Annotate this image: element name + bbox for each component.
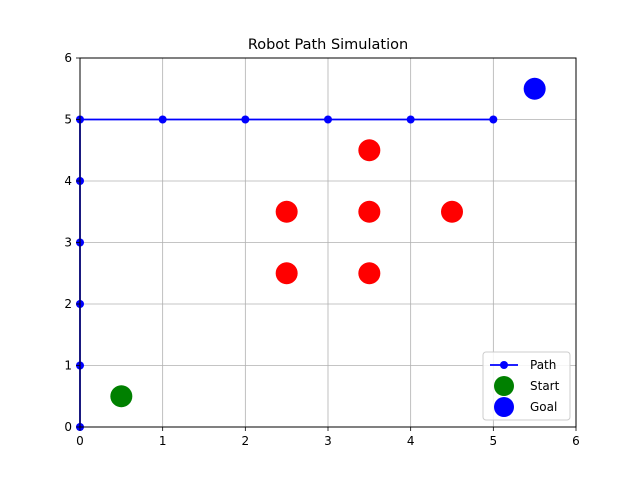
goal-point [523, 77, 546, 100]
obstacles [275, 139, 463, 285]
obstacle-point [275, 200, 298, 223]
path-point [158, 115, 167, 124]
x-tick-label: 1 [159, 434, 167, 448]
path-point [406, 115, 415, 124]
legend-path-marker [500, 361, 508, 369]
legend-goal-marker [494, 397, 514, 417]
x-tick-label: 3 [324, 434, 332, 448]
y-tick-label: 6 [64, 51, 72, 65]
x-tick-label: 4 [407, 434, 415, 448]
obstacle-point [441, 200, 463, 223]
legend-label: Start [530, 379, 560, 393]
y-tick-label: 0 [64, 420, 72, 434]
y-tick-label: 1 [64, 359, 72, 373]
path-point [241, 115, 250, 124]
path-point [489, 115, 498, 124]
obstacle-point [358, 139, 381, 162]
obstacle-point [358, 200, 381, 223]
obstacle-point [358, 262, 381, 285]
legend-label: Goal [530, 400, 557, 414]
axis-ticks: 0 1 2 3 4 5 6 0 1 2 3 4 5 6 [64, 51, 579, 448]
start-goal-markers [110, 77, 546, 408]
x-tick-label: 6 [572, 434, 580, 448]
obstacle-point [275, 262, 298, 285]
y-tick-label: 5 [64, 113, 72, 127]
legend-label: Path [530, 358, 556, 372]
y-tick-label: 2 [64, 297, 72, 311]
legend: Path Start Goal [482, 351, 571, 421]
x-tick-label: 2 [242, 434, 250, 448]
start-point [110, 385, 133, 408]
y-tick-label: 3 [64, 236, 72, 250]
chart-title: Robot Path Simulation [248, 37, 408, 53]
path-point [324, 115, 332, 124]
x-tick-label: 5 [490, 434, 498, 448]
y-tick-label: 4 [64, 174, 72, 188]
x-tick-label: 0 [76, 434, 84, 448]
legend-start-marker [494, 376, 514, 396]
